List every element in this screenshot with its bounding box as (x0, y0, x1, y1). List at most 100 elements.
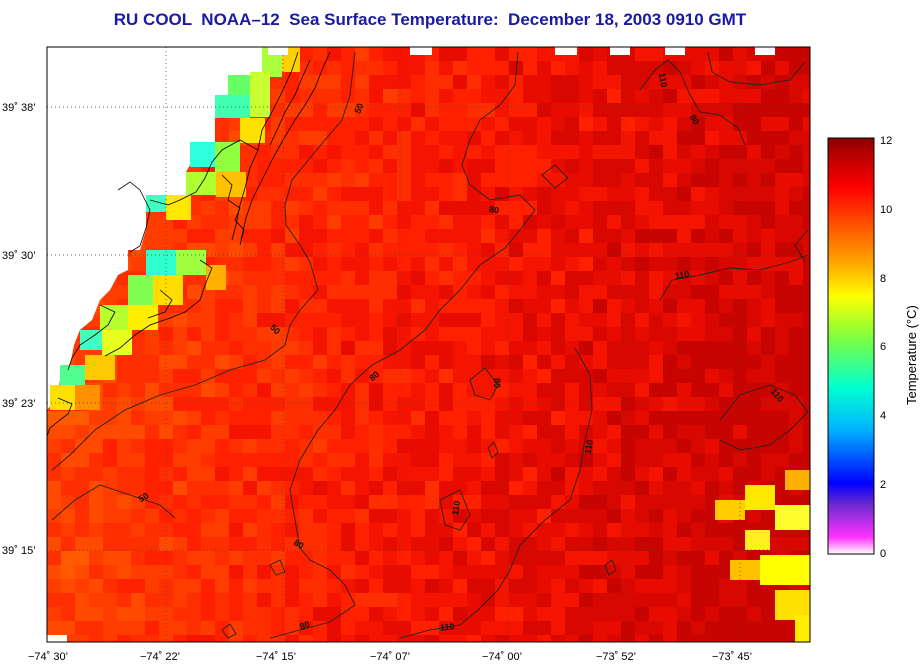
sst-cell (187, 467, 201, 481)
sst-cell (425, 187, 439, 201)
sst-cell (761, 509, 775, 523)
sst-cell (201, 383, 215, 397)
sst-cell (509, 341, 523, 355)
sst-cell (173, 523, 187, 537)
sst-cell (271, 187, 285, 201)
sst-cell (775, 89, 789, 103)
sst-cell (677, 243, 691, 257)
sst-cell (425, 495, 439, 509)
sst-cell (789, 397, 803, 411)
sst-cell (201, 327, 215, 341)
sst-cell (747, 285, 761, 299)
sst-cell (285, 369, 299, 383)
sst-cell (341, 453, 355, 467)
sst-cell (439, 285, 453, 299)
sst-cell (705, 327, 719, 341)
sst-cell (187, 593, 201, 607)
sst-cell (229, 467, 243, 481)
sst-cell (397, 271, 411, 285)
sst-cell (131, 411, 145, 425)
sst-cell (439, 537, 453, 551)
sst-cell (481, 411, 495, 425)
sst-cell (593, 495, 607, 509)
sst-cell (271, 159, 285, 173)
sst-cell (663, 593, 677, 607)
sst-cell (467, 551, 481, 565)
sst-cell (355, 369, 369, 383)
sst-cell (215, 523, 229, 537)
sst-cell (201, 523, 215, 537)
sst-cell (257, 481, 271, 495)
sst-cell (747, 229, 761, 243)
sst-cell (411, 397, 425, 411)
sst-cell (467, 425, 481, 439)
sst-cell (313, 187, 327, 201)
sst-cell (579, 229, 593, 243)
sst-cell (593, 327, 607, 341)
sst-cell (775, 201, 789, 215)
sst-cell (201, 313, 215, 327)
sst-cell (705, 607, 719, 621)
sst-cell (649, 327, 663, 341)
sst-cell (579, 607, 593, 621)
sst-cell (201, 509, 215, 523)
sst-cell (313, 635, 327, 642)
sst-cell (621, 313, 635, 327)
sst-cell (789, 313, 803, 327)
sst-cell (397, 635, 411, 642)
sst-cell (355, 509, 369, 523)
sst-cell (761, 635, 775, 642)
sst-cell (733, 635, 747, 642)
sst-cell (719, 537, 733, 551)
sst-cell (551, 439, 565, 453)
lon-label: −73˚ 52’ (596, 651, 636, 663)
sst-cell (803, 187, 810, 201)
sst-cell (383, 117, 397, 131)
sst-cell (453, 439, 467, 453)
sst-cell (607, 299, 621, 313)
sst-cell (663, 229, 677, 243)
sst-cell (495, 159, 509, 173)
sst-cell (705, 425, 719, 439)
sst-cell (719, 159, 733, 173)
sst-cell (369, 159, 383, 173)
sst-cell (369, 61, 383, 75)
sst-cell (341, 621, 355, 635)
sst-cell (565, 229, 579, 243)
sst-cell (705, 201, 719, 215)
sst-cell (397, 565, 411, 579)
sst-cell (691, 89, 705, 103)
sst-cell (509, 565, 523, 579)
lon-label: −73˚ 45’ (712, 651, 752, 663)
sst-cell (271, 397, 285, 411)
sst-cell (719, 103, 733, 117)
sst-cell (425, 61, 439, 75)
sst-cell (313, 299, 327, 313)
sst-cell (509, 159, 523, 173)
sst-cell (467, 229, 481, 243)
sst-cell (761, 173, 775, 187)
sst-cell (509, 621, 523, 635)
sst-cell (621, 425, 635, 439)
sst-cell (481, 215, 495, 229)
sst-cell (677, 607, 691, 621)
sst-cell (649, 187, 663, 201)
sst-cell (243, 495, 257, 509)
sst-cell (397, 117, 411, 131)
sst-cell (439, 369, 453, 383)
sst-cell (411, 523, 425, 537)
sst-cell (355, 75, 369, 89)
sst-cell (761, 61, 775, 75)
sst-cell (341, 173, 355, 187)
sst-cell (523, 75, 537, 89)
sst-cell (607, 425, 621, 439)
sst-cell (341, 285, 355, 299)
sst-cell (649, 271, 663, 285)
sst-cell (173, 453, 187, 467)
contour-loop-d (221, 623, 237, 639)
sst-cell (719, 621, 733, 635)
sst-cell (425, 453, 439, 467)
sst-cell (257, 187, 271, 201)
sst-cell (271, 439, 285, 453)
sst-cell (677, 593, 691, 607)
